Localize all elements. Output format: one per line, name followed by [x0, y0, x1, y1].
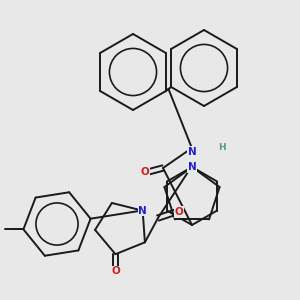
Text: O: O [175, 207, 183, 217]
Text: H: H [218, 143, 226, 152]
Text: N: N [188, 147, 196, 157]
Text: O: O [111, 266, 120, 276]
Text: N: N [188, 162, 196, 172]
Text: O: O [141, 167, 149, 177]
Text: N: N [138, 206, 147, 216]
